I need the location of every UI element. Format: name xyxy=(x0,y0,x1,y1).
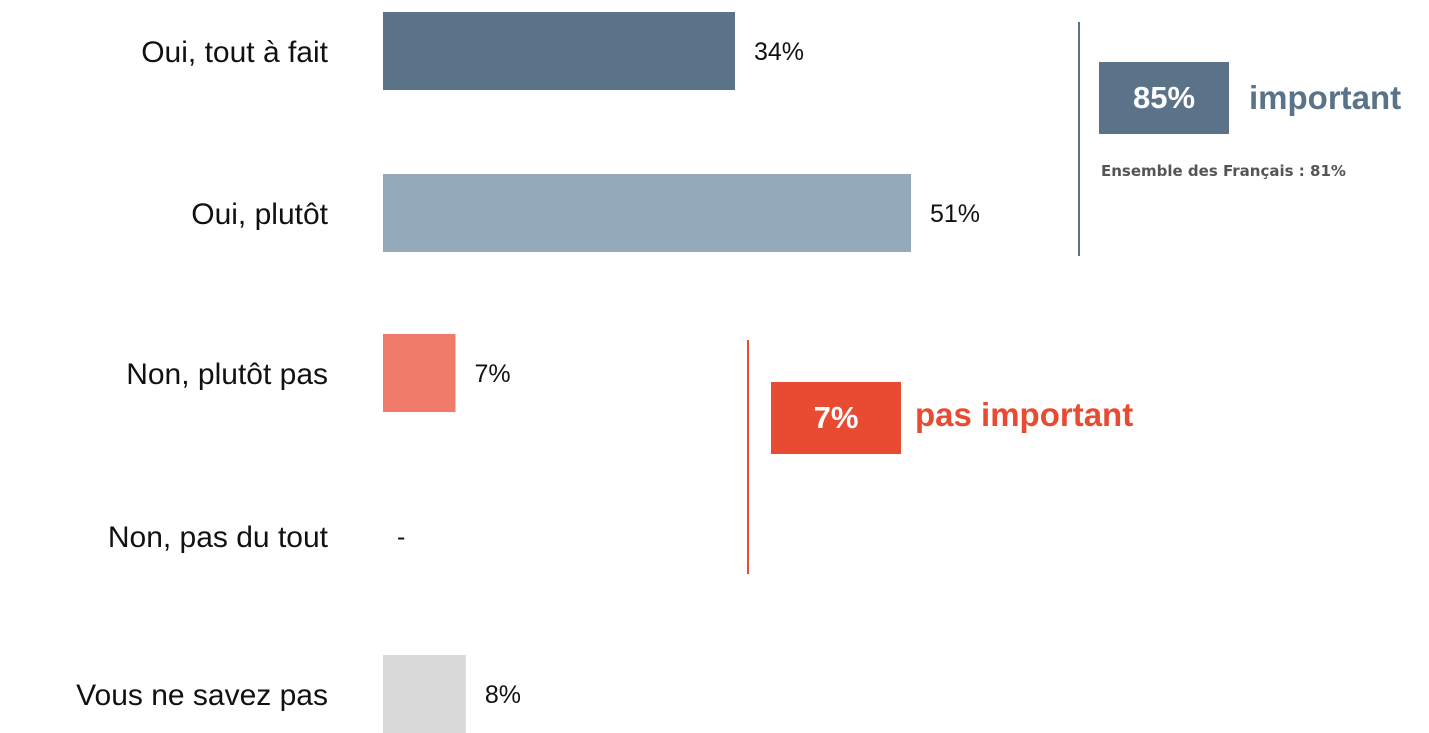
value-label: 51% xyxy=(930,200,980,228)
value-label: - xyxy=(397,523,405,551)
value-label: 34% xyxy=(754,38,804,66)
negative-total-badge: 7% xyxy=(771,382,901,454)
bar xyxy=(383,655,466,733)
bar xyxy=(383,12,735,90)
negative-bracket-line xyxy=(747,340,749,574)
category-label: Vous ne savez pas xyxy=(76,679,328,712)
positive-bracket-line xyxy=(1078,22,1080,256)
category-label: Non, plutôt pas xyxy=(126,358,328,391)
category-label: Oui, plutôt xyxy=(191,198,328,231)
value-label: 7% xyxy=(474,360,510,388)
category-label: Oui, tout à fait xyxy=(141,36,328,69)
national-comparison-note: Ensemble des Français : 81% xyxy=(1101,162,1346,180)
category-label: Non, pas du tout xyxy=(108,521,329,554)
positive-total-label: important xyxy=(1249,79,1402,116)
negative-total-label: pas important xyxy=(915,396,1134,433)
value-label: 8% xyxy=(485,681,521,709)
bar xyxy=(383,334,456,412)
bar xyxy=(383,174,911,252)
positive-total-badge: 85% xyxy=(1099,62,1229,134)
